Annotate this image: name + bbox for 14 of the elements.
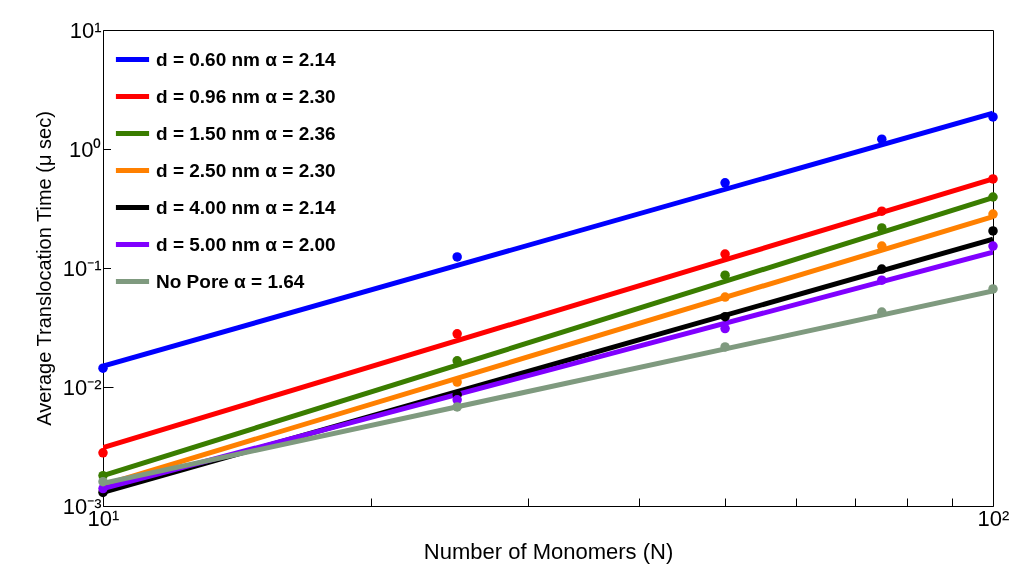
legend-label: d = 0.96 nm α = 2.30 <box>156 85 336 107</box>
y-tick-label: 10¹ <box>69 17 102 43</box>
legend-label: d = 5.00 nm α = 2.00 <box>156 233 336 255</box>
x-axis-title: Number of Monomers (N) <box>423 538 674 564</box>
x-tick-label: 10² <box>977 505 1010 531</box>
legend-label: d = 2.50 nm α = 2.30 <box>156 159 336 181</box>
legend-label: No Pore α = 1.64 <box>156 270 305 292</box>
y-tick-label: 10⁻² <box>62 374 102 400</box>
legend-label: d = 0.60 nm α = 2.14 <box>156 48 337 70</box>
y-tick-label: 10⁻¹ <box>62 255 102 281</box>
legend-label: d = 4.00 nm α = 2.14 <box>156 196 337 218</box>
y-axis-title: Average Translocation Time (μ sec) <box>32 111 55 426</box>
legend-label: d = 1.50 nm α = 2.36 <box>156 122 336 144</box>
y-tick-label: 10⁰ <box>69 136 102 162</box>
